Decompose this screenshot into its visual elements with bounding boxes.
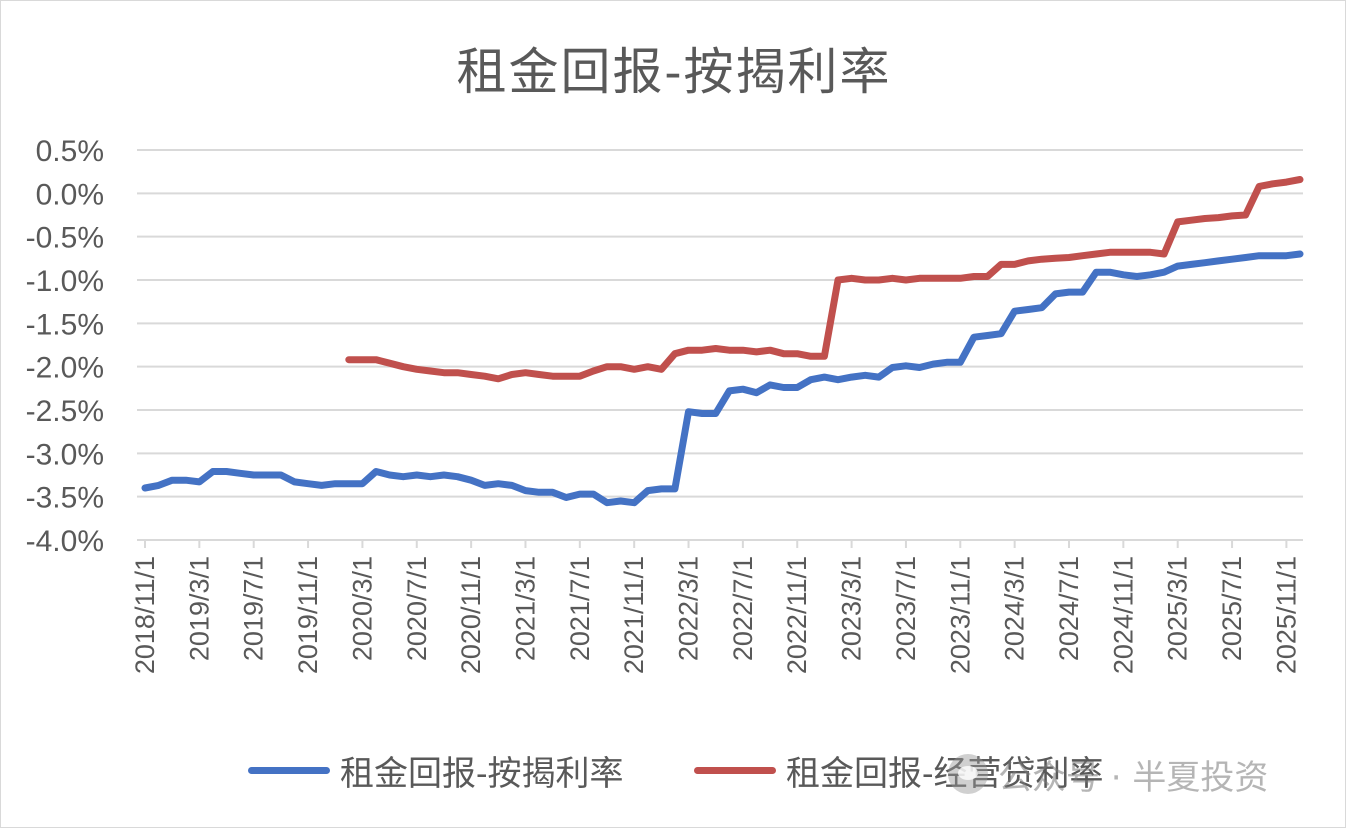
x-tick-label: 2020/3/1 (347, 556, 377, 661)
x-tick-label: 2022/7/1 (728, 556, 758, 661)
y-tick-label: -1.0% (26, 265, 104, 298)
x-tick-label: 2019/11/1 (293, 556, 323, 674)
x-tick-label: 2021/11/1 (619, 556, 649, 674)
x-tick-label: 2023/3/1 (837, 556, 867, 661)
chart-title: 租金回报-按揭利率 (456, 43, 892, 101)
y-tick-label: 0.5% (36, 135, 104, 168)
watermark-text: 公众号 · 半夏投资 (998, 757, 1269, 798)
x-tick-label: 2025/11/1 (1271, 556, 1301, 674)
y-tick-label: -3.5% (26, 482, 104, 515)
x-tick-label: 2020/7/1 (402, 556, 432, 661)
y-tick-label: 0.0% (36, 178, 104, 211)
y-tick-label: -4.0% (26, 525, 104, 558)
x-tick-label: 2022/11/1 (782, 556, 812, 674)
x-tick-label: 2024/7/1 (1054, 556, 1084, 661)
watermark: 公众号 · 半夏投资 (948, 750, 1268, 798)
x-tick-label: 2018/11/1 (130, 556, 160, 674)
x-tick-label: 2025/3/1 (1163, 556, 1193, 661)
x-tick-label: 2024/11/1 (1108, 556, 1138, 674)
y-tick-label: -0.5% (26, 222, 104, 255)
x-tick-label: 2019/7/1 (239, 556, 269, 661)
y-tick-label: -3.0% (26, 438, 104, 471)
x-tick-label: 2023/7/1 (891, 556, 921, 661)
x-tick-label: 2021/7/1 (565, 556, 595, 661)
x-tick-label: 2022/3/1 (674, 556, 704, 661)
y-tick-label: -2.5% (26, 395, 104, 428)
wechat-icon (948, 754, 988, 794)
x-tick-label: 2021/3/1 (510, 556, 540, 661)
x-tick-label: 2023/11/1 (945, 556, 975, 674)
x-tick-label: 2020/11/1 (456, 556, 486, 674)
y-tick-label: -1.5% (26, 308, 104, 341)
series-line-mortgage (141, 250, 1304, 507)
x-tick-label: 2024/3/1 (1000, 556, 1030, 661)
legend-label-mortgage: 租金回报-按揭利率 (340, 753, 624, 794)
legend-item-mortgage: 租金回报-按揭利率 (248, 745, 624, 795)
y-tick-label: -2.0% (26, 352, 104, 385)
x-tick-label: 2025/7/1 (1217, 556, 1247, 661)
legend-label-business-loan: 租金回报-经营贷利率 (786, 753, 1104, 794)
x-tick-label: 2019/3/1 (184, 556, 214, 661)
legend-swatch-business-loan (694, 766, 776, 774)
legend-item-business-loan: 租金回报-经营贷利率 (694, 745, 1104, 795)
series-line-business-loan (345, 176, 1304, 383)
legend-swatch-mortgage (248, 766, 330, 774)
